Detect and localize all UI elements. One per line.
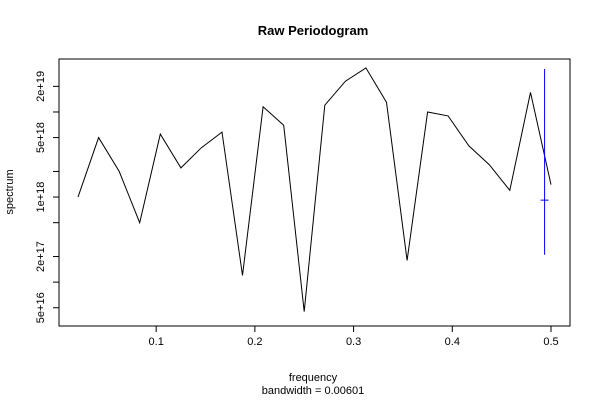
x-axis-label: frequency	[289, 372, 338, 384]
bandwidth-subtitle: bandwidth = 0.00601	[262, 385, 364, 397]
confidence-interval-bar	[540, 69, 549, 255]
y-tick-label: 1e+18	[35, 182, 47, 213]
y-axis: 5e+16 2e+17 1e+18 5e+18 2e+19	[35, 71, 59, 323]
x-tick-label: 0.4	[445, 336, 460, 348]
spectrum-line	[77, 67, 552, 312]
y-tick-label: 2e+17	[35, 241, 47, 272]
chart-title: Raw Periodogram	[258, 23, 369, 38]
x-axis: 0.1 0.2 0.3 0.4 0.5	[149, 326, 559, 348]
y-tick-label: 2e+19	[35, 71, 47, 102]
x-tick-label: 0.2	[247, 336, 262, 348]
plot-frame	[58, 58, 571, 327]
y-tick-label: 5e+16	[35, 292, 47, 323]
y-axis-label: spectrum	[4, 169, 16, 214]
x-tick-label: 0.5	[543, 336, 558, 348]
x-tick-label: 0.3	[346, 336, 361, 348]
y-tick-label: 5e+18	[35, 122, 47, 153]
series-layer	[77, 67, 552, 312]
x-tick-label: 0.1	[149, 336, 164, 348]
